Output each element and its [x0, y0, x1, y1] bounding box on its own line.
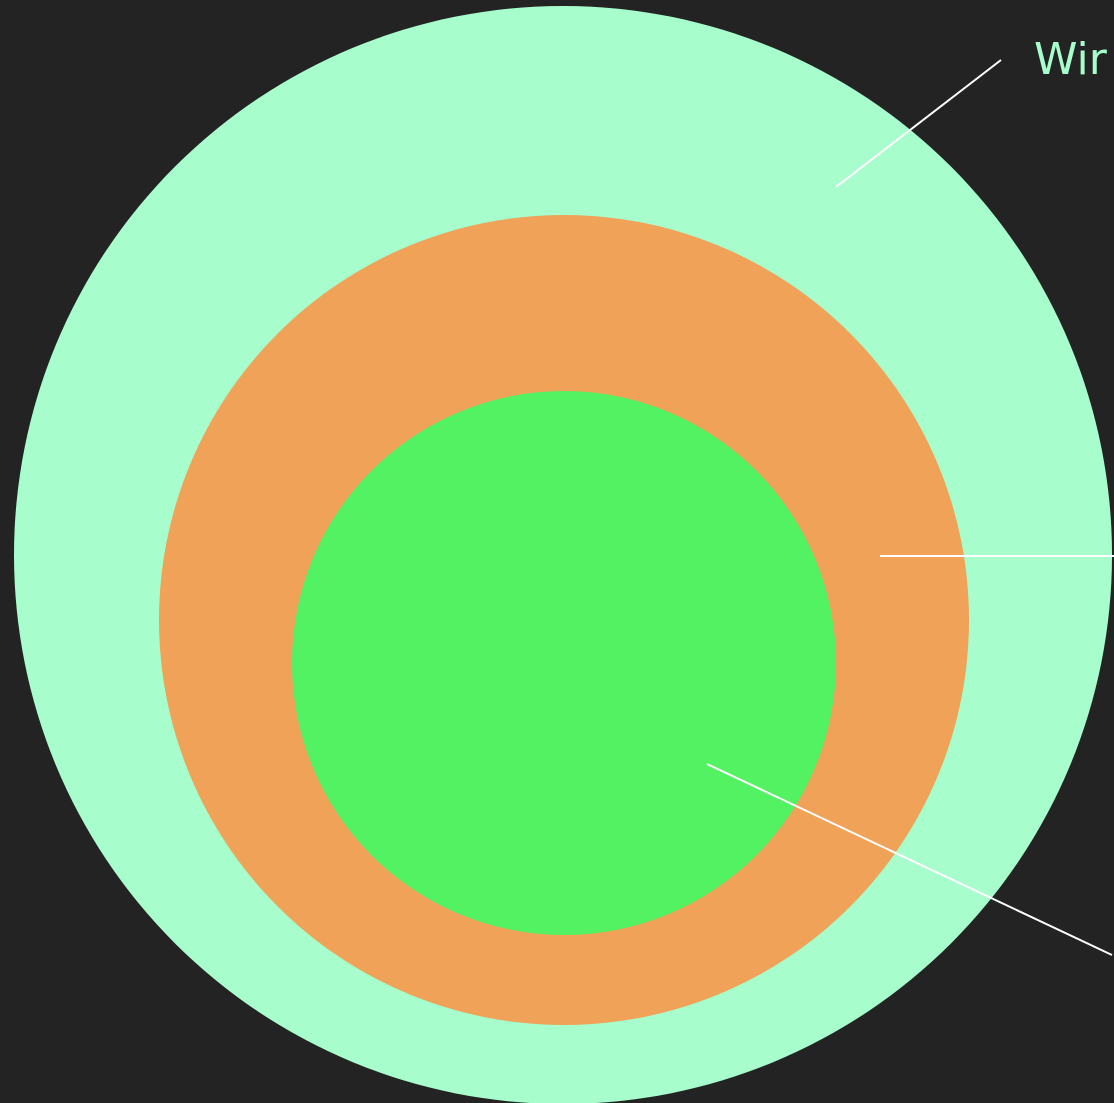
- outer-label: Wir: [1034, 34, 1108, 85]
- inner-circle: [292, 391, 836, 935]
- outer-leader-line: [835, 59, 1002, 188]
- inner-leader-line: [706, 763, 1113, 956]
